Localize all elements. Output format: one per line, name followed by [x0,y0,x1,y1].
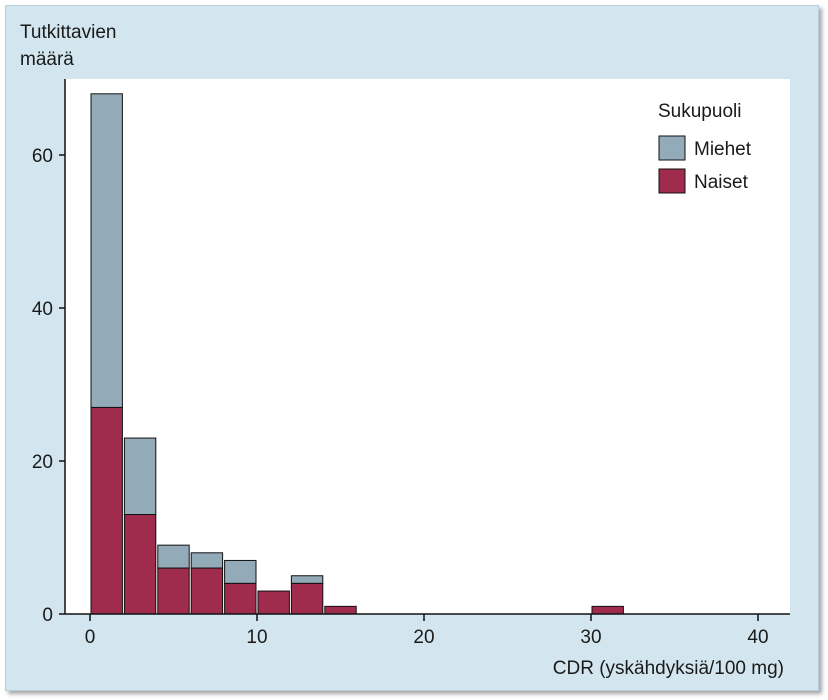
bar-naiset-0 [90,406,123,615]
bar-miehet-12 [290,575,324,584]
y-tick-label-60: 60 [32,146,53,167]
y-tick-label-40: 40 [32,299,53,320]
bar-naiset-12 [290,582,324,615]
legend-label-naiset: Naiset [694,172,749,193]
bar-miehet-0 [90,93,123,408]
legend-label-miehet: Miehet [694,139,752,160]
plot-area [65,79,790,614]
y-tick-label-20: 20 [32,452,53,473]
bar-miehet-8 [224,559,257,584]
y-axis-label-line-2: määrä [20,49,74,70]
legend-swatch-miehet [658,135,686,161]
x-tick-label-20: 20 [413,627,434,648]
figure-frame: 0 20 40 60 0 10 20 30 40 Tutkittavien määrä CDR … [5,5,819,691]
x-tick-label-10: 10 [246,627,267,648]
bar-naiset-14 [324,605,357,615]
bar-miehet-6 [190,552,224,569]
x-tick-label-0: 0 [85,627,96,648]
histogram-chart: 0 20 40 60 0 10 20 30 40 Tutkittavien määrä CDR … [20,22,790,679]
bar-naiset-10 [257,590,290,615]
y-axis-label-line-1: Tutkittavien [20,22,116,43]
x-tick-label-30: 30 [580,627,601,648]
x-tick-label-40: 40 [747,627,768,648]
legend-swatch-naiset [658,168,686,194]
bar-naiset-8 [224,582,257,615]
bar-miehet-4 [157,544,190,569]
bar-naiset-4 [157,567,190,615]
bar-naiset-6 [190,567,224,615]
y-tick-label-0: 0 [42,605,53,626]
bar-naiset-2 [123,514,157,615]
axes-group: 0 20 40 60 0 10 20 30 40 [32,79,790,648]
x-axis-label: CDR (yskähdyksiä/100 mg) [553,658,784,679]
bar-miehet-2 [123,437,157,516]
bar-naiset-30 [591,605,624,615]
bars-group [90,93,624,615]
legend-title: Sukupuoli [658,101,741,122]
legend: Sukupuoli Miehet Naiset [658,101,752,194]
